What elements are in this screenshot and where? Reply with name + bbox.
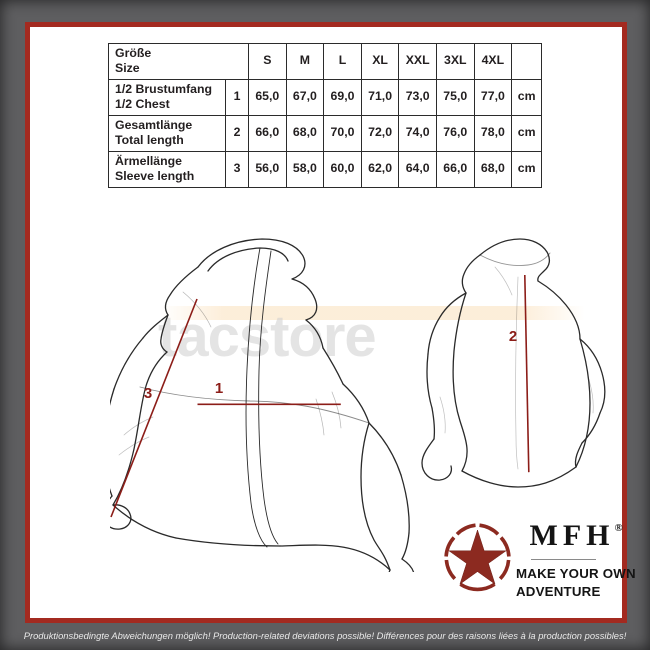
svg-text:1: 1 <box>215 380 223 397</box>
svg-text:3: 3 <box>144 385 152 402</box>
